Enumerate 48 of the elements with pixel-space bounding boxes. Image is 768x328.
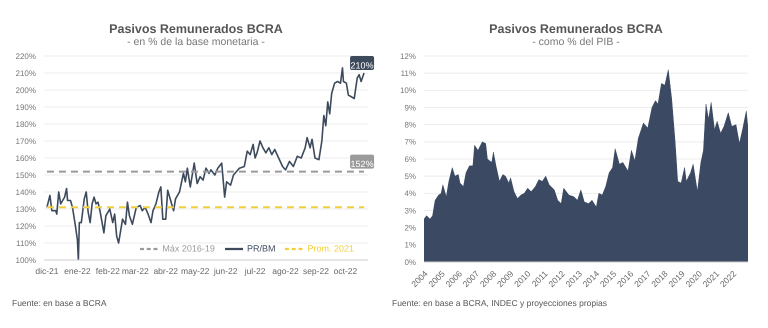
x-tick-label: sep-22 [302, 266, 330, 276]
source-note: Fuente: en base a BCRA [12, 298, 108, 308]
x-tick-label: abr-22 [153, 266, 178, 276]
chart-title: Pasivos Remunerados BCRA [108, 22, 284, 36]
legend-label: Prom. 2021 [307, 243, 354, 254]
y-tick-label: 140% [16, 188, 36, 197]
y-tick-label: 10% [400, 86, 416, 96]
y-tick-label: 3% [404, 206, 416, 216]
y-tick-label: 2% [404, 224, 416, 233]
chart-subtitle: - como % del PIB - [531, 36, 621, 48]
y-tick-label: 220% [16, 52, 36, 61]
y-tick-label: 5% [404, 172, 416, 182]
chart-title: Pasivos Remunerados BCRA [488, 22, 664, 36]
y-tick-label: 1% [404, 240, 416, 250]
y-tick-label: 120% [16, 222, 36, 231]
y-tick-label: 4% [404, 189, 416, 198]
y-tick-label: 200% [16, 86, 36, 95]
x-tick-label: mar-22 [122, 266, 150, 276]
y-tick-label: 0% [404, 258, 416, 267]
y-tick-label: 6% [404, 154, 416, 164]
x-tick-label: may-22 [181, 266, 210, 276]
annotation: 152% [350, 158, 374, 169]
y-tick-label: 180% [16, 120, 36, 129]
y-tick-label: 9% [404, 103, 416, 112]
x-tick-label: jun-22 [212, 266, 238, 276]
x-tick-label: oct-22 [334, 266, 358, 276]
y-tick-label: 11% [400, 69, 416, 78]
y-tick-label: 170% [16, 136, 36, 146]
y-tick-label: 160% [16, 154, 36, 163]
y-tick-label: 8% [404, 120, 416, 130]
x-tick-label: dic-21 [35, 266, 59, 276]
x-tick-label: feb-22 [96, 266, 120, 276]
x-tick-label: jul-22 [244, 266, 266, 276]
y-tick-label: 7% [404, 138, 416, 147]
y-tick-label: 100% [16, 256, 36, 265]
y-tick-label: 12% [400, 52, 416, 61]
source-note: Fuente: en base a BCRA, INDEC y proyecciones propias [392, 298, 608, 308]
annotation: 210% [350, 60, 374, 70]
x-tick-label: ene-22 [64, 266, 91, 276]
y-tick-label: 130% [16, 204, 36, 214]
y-tick-label: 150% [16, 170, 36, 180]
legend-label: PR/BM [246, 243, 276, 254]
legend-label: Máx 2016-19 [162, 243, 215, 254]
y-tick-label: 210% [16, 68, 36, 78]
chart-subtitle: - en % de la base monetaria - [126, 36, 266, 48]
y-tick-label: 110% [16, 238, 36, 248]
x-tick-label: ago-22 [272, 266, 300, 276]
y-tick-label: 190% [16, 102, 36, 112]
